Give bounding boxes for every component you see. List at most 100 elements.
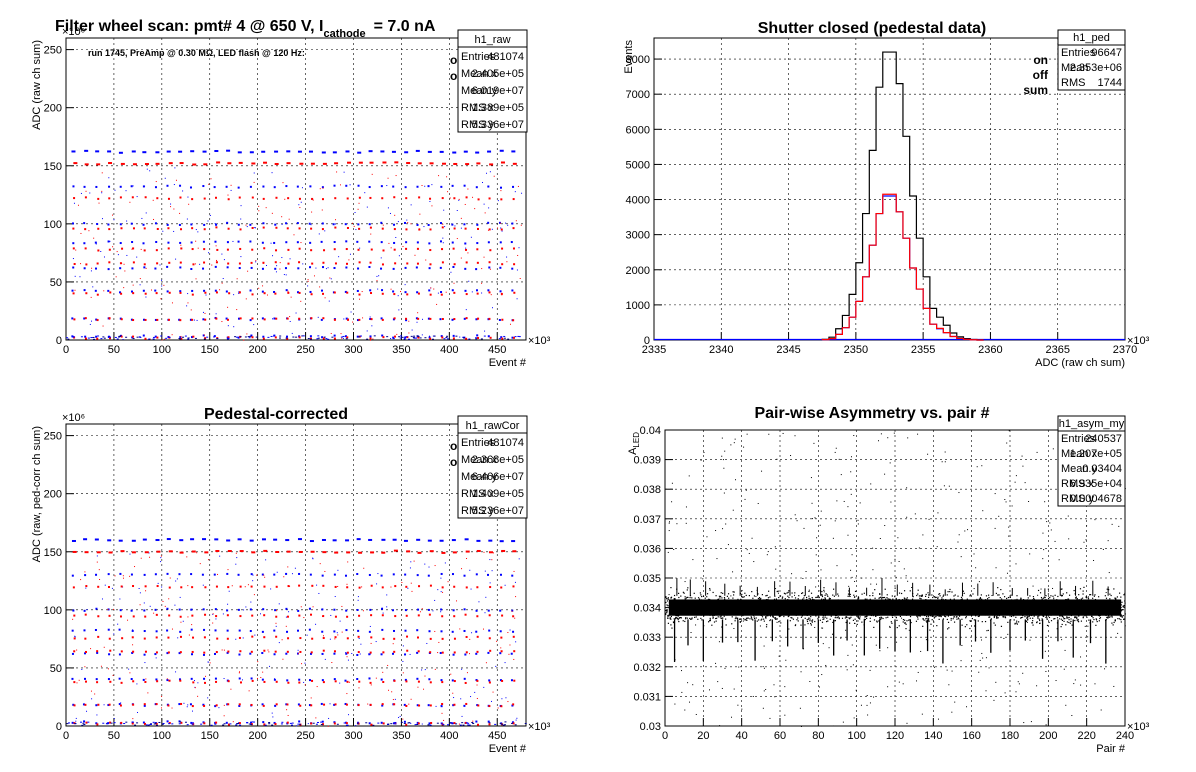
asym-point [1020, 598, 1022, 600]
baseline-mark [468, 724, 471, 726]
dot-on [227, 325, 229, 327]
baseline-mark [271, 724, 274, 726]
asym-point [911, 598, 914, 600]
baseline-mark [253, 721, 256, 723]
asym-point [1032, 617, 1034, 619]
x-tick-label: 60 [774, 730, 786, 742]
mark-off [179, 635, 182, 638]
asym-point [811, 621, 813, 623]
dot-off [215, 245, 217, 247]
asym-point [1069, 622, 1071, 624]
stats-key: RMS y [461, 119, 495, 131]
mark-on [416, 721, 419, 724]
dot-off [245, 224, 247, 226]
data-layer [654, 51, 1125, 341]
asym-point [938, 618, 940, 620]
asym-point [866, 615, 868, 617]
dot-off [476, 318, 478, 320]
dot-off [419, 213, 421, 215]
dot-off [139, 604, 141, 606]
dot-on [265, 559, 267, 561]
mark-on [344, 702, 347, 705]
dot-on [386, 606, 388, 608]
asym-point [804, 617, 806, 619]
baseline-mark [394, 723, 397, 725]
baseline-mark [105, 723, 108, 725]
asym-point [786, 592, 788, 594]
asym-point [800, 616, 803, 618]
mark-off [452, 551, 457, 554]
dot-off [257, 661, 259, 663]
dot-off [459, 628, 461, 630]
mark-off [429, 681, 432, 684]
asym-point [1092, 597, 1094, 599]
mark-off [191, 614, 194, 617]
dot-off [485, 662, 487, 664]
asym-point [898, 625, 900, 627]
baseline-mark [268, 723, 271, 725]
dot-off [394, 214, 396, 216]
mark-on [285, 241, 288, 244]
dot-off [511, 610, 513, 612]
mark-on [285, 539, 290, 542]
asym-point [1089, 594, 1091, 596]
mark-on [511, 540, 516, 543]
dot-on [484, 570, 486, 572]
mark-on [202, 185, 205, 188]
mark-on [464, 538, 469, 541]
mark-off [382, 249, 385, 252]
dot-off [411, 590, 413, 592]
mark-on [274, 267, 277, 270]
mark-on [131, 651, 134, 654]
data-layer [66, 149, 523, 341]
mark-off [84, 196, 87, 199]
mark-on [226, 221, 229, 224]
mark-off [239, 247, 242, 250]
mark-on [321, 608, 324, 611]
plot-frame [65, 423, 527, 727]
mark-off [121, 247, 124, 250]
asym-point [891, 622, 893, 624]
mark-off [464, 721, 467, 724]
baseline-mark [92, 336, 95, 338]
baseline-mark [312, 722, 315, 724]
mark-off [109, 649, 112, 652]
asym-point [857, 597, 859, 599]
mark-on [298, 572, 301, 575]
mark-on [83, 242, 86, 245]
mark-off [120, 318, 123, 321]
dot-on [402, 645, 404, 647]
dot-off [353, 225, 355, 227]
dot-off [287, 714, 289, 716]
mark-on [261, 573, 264, 576]
baseline-mark [455, 335, 458, 337]
mark-off [334, 703, 337, 706]
asym-point [744, 592, 746, 594]
y-tick-label: 0.036 [633, 543, 661, 555]
dot-off [436, 303, 438, 305]
dot-on [491, 228, 493, 230]
dot-on [421, 723, 423, 725]
mark-on [95, 318, 98, 321]
asym-point [1099, 617, 1101, 620]
dot-on [360, 643, 362, 645]
baseline-mark [102, 722, 105, 724]
stats-value: 96647 [1091, 47, 1122, 59]
dot-on [265, 264, 267, 266]
mark-on [381, 334, 384, 337]
mark-on [166, 265, 169, 268]
asym-point [1086, 616, 1088, 618]
asym-point [873, 619, 876, 621]
dot-on [186, 706, 188, 708]
mark-on [262, 608, 265, 611]
dot-on [161, 586, 163, 588]
baseline-mark [377, 722, 380, 724]
asym-point [969, 595, 971, 597]
dot-off [256, 574, 258, 576]
y-tick-label: 0.038 [633, 484, 661, 496]
dot-on [199, 263, 201, 265]
mark-on [273, 317, 276, 320]
mark-on [297, 150, 302, 153]
dot-on [406, 219, 408, 221]
